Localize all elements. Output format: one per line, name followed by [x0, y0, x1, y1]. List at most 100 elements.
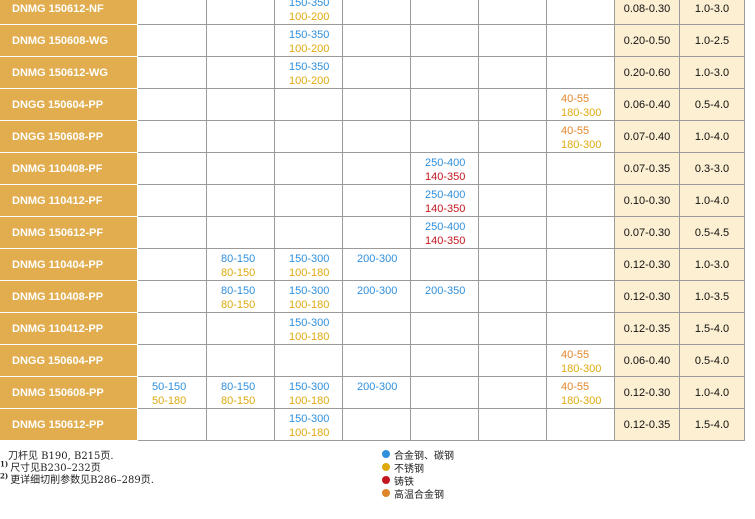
cell [411, 313, 479, 345]
cell [343, 0, 411, 25]
speed-value: 80-150 [221, 285, 256, 297]
cell [411, 25, 479, 57]
cell [479, 345, 547, 377]
speed-value: 150-300 [289, 253, 330, 265]
cell [547, 153, 615, 185]
footnote-mark: 2) [0, 471, 9, 481]
cell: 40-55 180-300 [547, 377, 615, 409]
speed-value: 150-300 [289, 285, 330, 297]
cell [138, 281, 207, 313]
cell [275, 153, 343, 185]
cell [479, 409, 547, 441]
speed-value: 140-350 [425, 203, 466, 215]
cell [138, 249, 207, 281]
feed-value: 0.07-0.40 [615, 121, 680, 153]
cell [479, 57, 547, 89]
cell [138, 121, 207, 153]
cell [547, 281, 615, 313]
cell: 80-150 80-150 [207, 377, 275, 409]
cell [138, 153, 207, 185]
cell [547, 0, 615, 25]
row-label: DNGG 150604-PP [0, 89, 137, 120]
feed-value: 0.06-0.40 [615, 345, 680, 377]
cell: 150-300 100-180 [275, 377, 343, 409]
speed-value: 40-55 [561, 381, 590, 393]
depth-value: 1.5-4.0 [680, 313, 745, 345]
cell: 150-350 100-200 [275, 57, 343, 89]
speed-value: 80-150 [221, 299, 256, 311]
cell [138, 217, 207, 249]
cell: 80-150 80-150 [207, 281, 275, 313]
cell [547, 217, 615, 249]
speed-value: 180-300 [561, 107, 602, 119]
speed-value: 140-350 [425, 171, 466, 183]
footnote: 2) 更详细切削参数见B286–289页. [0, 471, 154, 486]
speed-value: 40-55 [561, 125, 590, 137]
depth-value: 0.5-4.0 [680, 89, 745, 121]
feed-value: 0.12-0.30 [615, 377, 680, 409]
legend-swatch [382, 463, 390, 471]
feed-value: 0.06-0.40 [615, 89, 680, 121]
row-label: DNMG 150612-PF [0, 217, 137, 248]
speed-value: 100-180 [289, 395, 330, 407]
cell [479, 0, 547, 25]
cell: 150-300 100-180 [275, 281, 343, 313]
feed-value: 0.12-0.30 [615, 281, 680, 313]
row-label: DNMG 110412-PP [0, 313, 137, 344]
speed-value: 200-300 [357, 253, 398, 265]
legend-label: 合金钢、碳钢 [394, 451, 454, 462]
speed-value: 200-350 [425, 285, 466, 297]
legend-swatch [382, 450, 390, 458]
footnote-mark: 1) [0, 459, 9, 469]
speed-value: 150-350 [289, 29, 330, 41]
cell [479, 89, 547, 121]
speed-value: 40-55 [561, 349, 590, 361]
speed-value: 180-300 [561, 363, 602, 375]
cell [343, 121, 411, 153]
cell [207, 345, 275, 377]
cell [411, 89, 479, 121]
feed-value: 0.10-0.30 [615, 185, 680, 217]
cell [343, 313, 411, 345]
depth-value: 1.0-4.0 [680, 377, 745, 409]
speed-value: 180-300 [561, 139, 602, 151]
cell [207, 121, 275, 153]
feed-value: 0.07-0.30 [615, 217, 680, 249]
cell: 40-55 180-300 [547, 89, 615, 121]
row-label: DNMG 110412-PF [0, 185, 137, 216]
cell: 200-350 [411, 281, 479, 313]
cell [343, 89, 411, 121]
row-label: DNGG 150608-PP [0, 121, 137, 152]
depth-value: 1.0-4.0 [680, 185, 745, 217]
cell [275, 89, 343, 121]
speed-value: 140-350 [425, 235, 466, 247]
speed-value: 200-300 [357, 381, 398, 393]
cell [138, 313, 207, 345]
cell [343, 185, 411, 217]
cell [411, 409, 479, 441]
cell [411, 249, 479, 281]
cell [547, 409, 615, 441]
row-label: DNMG 110408-PF [0, 153, 137, 184]
cell [547, 25, 615, 57]
feed-value: 0.12-0.30 [615, 249, 680, 281]
cell [207, 89, 275, 121]
cell: 150-300 100-180 [275, 313, 343, 345]
cell [207, 25, 275, 57]
depth-value: 1.0-3.5 [680, 281, 745, 313]
cell [547, 185, 615, 217]
row-label: DNMG 110404-PP [0, 249, 137, 280]
feed-value: 0.12-0.35 [615, 313, 680, 345]
cell: 150-300 100-180 [275, 249, 343, 281]
speed-value: 100-200 [289, 75, 330, 87]
legend-swatch [382, 476, 390, 484]
cell [411, 121, 479, 153]
speed-value: 150-300 [289, 413, 330, 425]
cell: 150-350 100-200 [275, 25, 343, 57]
cell: 250-400 140-350 [411, 217, 479, 249]
speed-value: 100-180 [289, 267, 330, 279]
speed-value: 150-300 [289, 381, 330, 393]
speed-value: 50-180 [152, 395, 187, 407]
feed-value: 0.20-0.50 [615, 25, 680, 57]
speed-value: 250-400 [425, 221, 466, 233]
